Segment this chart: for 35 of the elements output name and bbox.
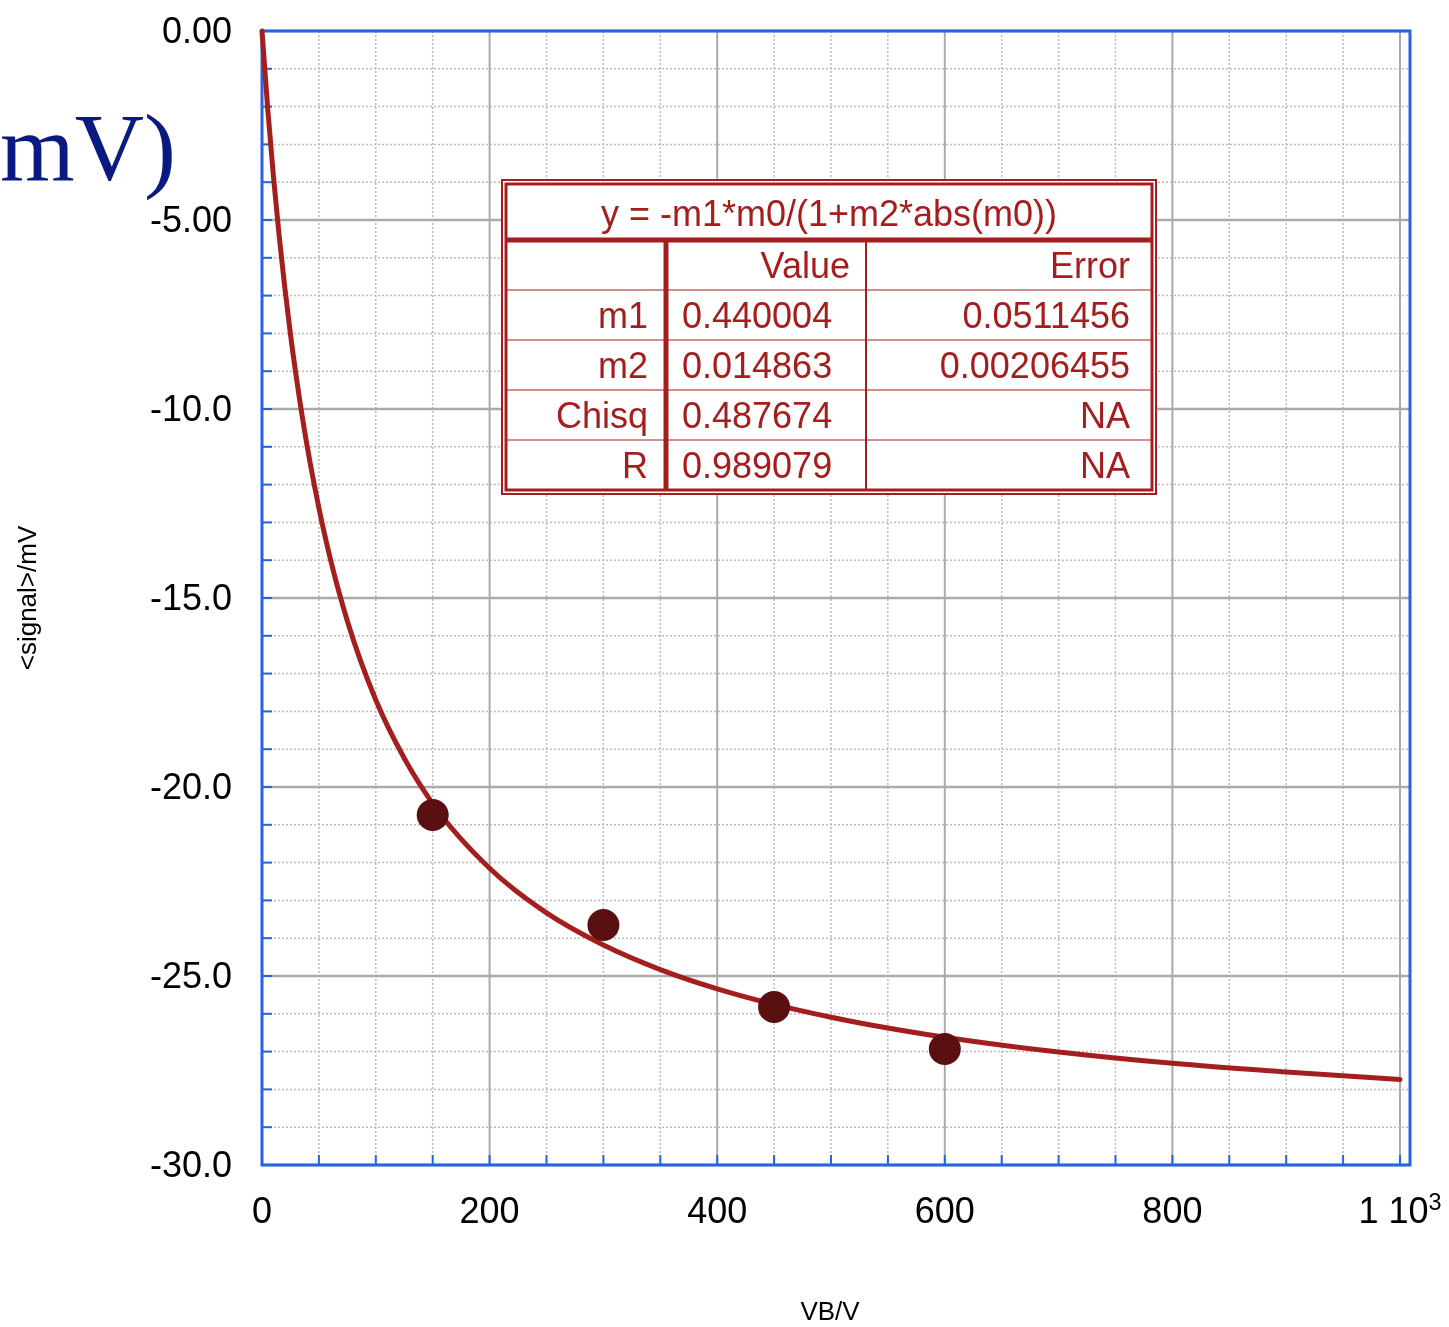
y-tick-label: -30.0 [149,1144,232,1185]
annotation: m1 [597,295,648,336]
x-tick-label: 400 [687,1190,748,1231]
annotation: R [622,445,648,486]
y-tick-label: -10.0 [149,388,232,429]
x-tick-label: 0 [251,1190,273,1231]
x-axis-title: VB/V [800,1296,861,1326]
annotation: m2 [597,345,648,386]
point [416,798,449,831]
y-tick-label: -25.0 [149,955,232,996]
annotation: Chisq [555,395,648,436]
x-tick-label: 200 [459,1190,520,1231]
annotation: NA [1079,445,1130,486]
text: mV) [0,94,176,201]
x-tick-label: 800 [1142,1190,1203,1231]
point [587,908,620,941]
y-tick-label: 0.00 [161,10,232,51]
annotation: 0.014863 [682,345,833,386]
point [928,1032,961,1065]
annotation: NA [1079,395,1130,436]
x-tick-label: 600 [914,1190,975,1231]
y-tick-label: -15.0 [149,577,232,618]
annotation: 0.440004 [682,295,833,336]
annotation: 0.00206455 [939,345,1130,386]
annotation: 0.989079 [682,445,833,486]
annotation: Value [760,245,850,286]
x-tick-label: 1 10$^{3}$ [1358,1189,1442,1231]
annotation: 0.0511456 [962,295,1130,336]
annotation: y = -m1*m0/(1+m2*abs(m0)) [600,193,1058,234]
y-axis-title: <signal>/mV [12,525,42,671]
point [758,991,791,1023]
annotation: Error [1050,245,1131,286]
annotation: 0.487674 [682,395,833,436]
y-tick-label: -5.00 [149,199,232,240]
y-tick-label: -20.0 [149,766,232,807]
